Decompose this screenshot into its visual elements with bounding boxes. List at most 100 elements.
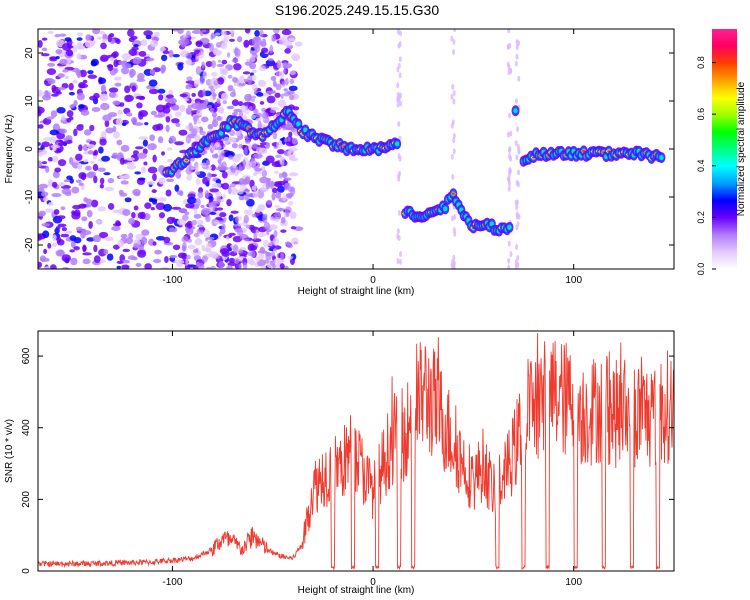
heatmap-cell bbox=[515, 199, 519, 206]
heatmap-cell bbox=[242, 71, 251, 75]
heatmap-cell bbox=[210, 142, 215, 147]
heatmap-cell bbox=[203, 98, 209, 106]
heatmap-cell bbox=[396, 101, 400, 108]
heatmap-cell bbox=[137, 177, 146, 181]
heatmap-cell bbox=[451, 83, 455, 90]
heatmap-cell bbox=[126, 157, 135, 161]
heatmap-cell bbox=[60, 206, 66, 211]
heatmap-cell bbox=[38, 142, 41, 146]
heatmap-cell bbox=[122, 208, 131, 216]
heatmap-cell bbox=[80, 172, 87, 181]
heatmap-cell bbox=[142, 139, 148, 147]
heatmap-cell bbox=[57, 73, 65, 78]
heatmap-cell bbox=[82, 244, 87, 253]
heatmap-cell bbox=[280, 93, 284, 99]
heatmap-cell bbox=[396, 66, 400, 73]
heatmap-cell bbox=[233, 82, 239, 87]
heatmap-cell bbox=[218, 59, 222, 63]
heatmap-cell bbox=[129, 68, 136, 77]
heatmap-cell bbox=[254, 29, 261, 37]
heatmap-cell bbox=[85, 165, 92, 171]
heatmap-cell bbox=[45, 165, 50, 173]
heatmap-cell bbox=[121, 122, 127, 127]
heatmap-cell bbox=[259, 246, 265, 254]
heatmap-cell bbox=[76, 37, 83, 41]
heatmap-cell bbox=[232, 88, 236, 95]
heatmap-cell bbox=[251, 185, 257, 191]
heatmap-cell bbox=[267, 58, 274, 62]
heatmap-cell bbox=[144, 122, 149, 126]
colorbar-tick-label: 0.6 bbox=[696, 108, 706, 121]
heatmap-cell bbox=[85, 34, 92, 41]
heatmap-cell bbox=[68, 82, 74, 91]
heatmap-cell bbox=[80, 109, 90, 116]
heatmap-cell bbox=[158, 197, 167, 202]
heatmap-cell bbox=[288, 172, 299, 177]
heatmap-cell bbox=[211, 112, 218, 118]
heatmap-cell bbox=[251, 98, 255, 102]
heatmap-cell bbox=[509, 130, 513, 137]
heatmap-cell bbox=[177, 62, 184, 71]
heatmap-cell bbox=[186, 238, 193, 243]
heatmap-cell bbox=[228, 257, 236, 264]
heatmap-cell bbox=[47, 78, 56, 85]
heatmap-cell bbox=[166, 147, 173, 151]
heatmap-cell bbox=[73, 128, 78, 137]
heatmap-cell bbox=[45, 91, 51, 99]
chart-title: S196.2025.249.15.15.G30 bbox=[274, 2, 440, 18]
heatmap-cell bbox=[284, 78, 289, 86]
heatmap-cell bbox=[234, 257, 240, 265]
heatmap-cell bbox=[107, 202, 115, 210]
heatmap-cell bbox=[205, 237, 209, 242]
heatmap-cell bbox=[508, 145, 512, 152]
heatmap-cell bbox=[515, 243, 519, 250]
colorbar-ticks: 0.0 0.2 0.4 0.6 0.8 bbox=[696, 56, 716, 275]
heatmap-cell bbox=[133, 44, 139, 48]
heatmap-cell bbox=[118, 189, 124, 195]
heatmap-cell bbox=[157, 136, 164, 144]
heatmap-cell bbox=[452, 90, 456, 97]
heatmap-cell bbox=[107, 64, 114, 71]
heatmap-cell bbox=[208, 250, 214, 257]
heatmap-cell bbox=[141, 229, 150, 236]
heatmap-cell bbox=[40, 53, 50, 57]
heatmap-cell bbox=[263, 222, 271, 231]
heatmap-cell bbox=[174, 141, 184, 146]
heatmap-cell bbox=[150, 206, 155, 211]
heatmap-cell bbox=[280, 229, 287, 233]
heatmap-cell bbox=[397, 175, 401, 182]
heatmap-cell bbox=[38, 261, 43, 269]
heatmap-cell bbox=[196, 219, 204, 225]
heatmap-cell bbox=[82, 252, 92, 256]
heatmap-cell bbox=[270, 260, 276, 267]
heatmap-cell bbox=[515, 204, 519, 211]
heatmap-cell bbox=[41, 222, 50, 227]
heatmap-cell bbox=[227, 185, 232, 195]
ridge-band bbox=[443, 206, 448, 212]
heatmap-cell bbox=[186, 76, 193, 81]
heatmap-cell bbox=[145, 34, 152, 40]
heatmap-cell bbox=[208, 172, 213, 178]
heatmap-cell bbox=[450, 35, 454, 42]
heatmap-cell bbox=[119, 254, 126, 262]
heatmap-cell bbox=[213, 115, 217, 123]
heatmap-cell bbox=[270, 90, 276, 94]
heatmap-cell bbox=[147, 181, 155, 185]
heatmap-cell bbox=[164, 255, 169, 263]
heatmap-cell bbox=[160, 66, 166, 74]
heatmap-cell bbox=[120, 233, 128, 239]
heatmap-cell bbox=[61, 254, 71, 263]
heatmap-cell bbox=[199, 130, 206, 136]
heatmap-cell bbox=[229, 130, 236, 137]
heatmap-cell bbox=[72, 204, 82, 210]
heatmap-cell bbox=[278, 71, 285, 78]
heatmap-cell bbox=[212, 92, 217, 100]
heatmap-cell bbox=[201, 29, 207, 33]
heatmap-cell bbox=[194, 238, 203, 246]
heatmap-cell bbox=[272, 132, 278, 140]
heatmap-cell bbox=[125, 112, 133, 117]
heatmap-cell bbox=[152, 154, 157, 163]
heatmap-cell bbox=[56, 239, 65, 246]
heatmap-cell bbox=[453, 213, 457, 220]
heatmap-cell bbox=[95, 219, 103, 224]
